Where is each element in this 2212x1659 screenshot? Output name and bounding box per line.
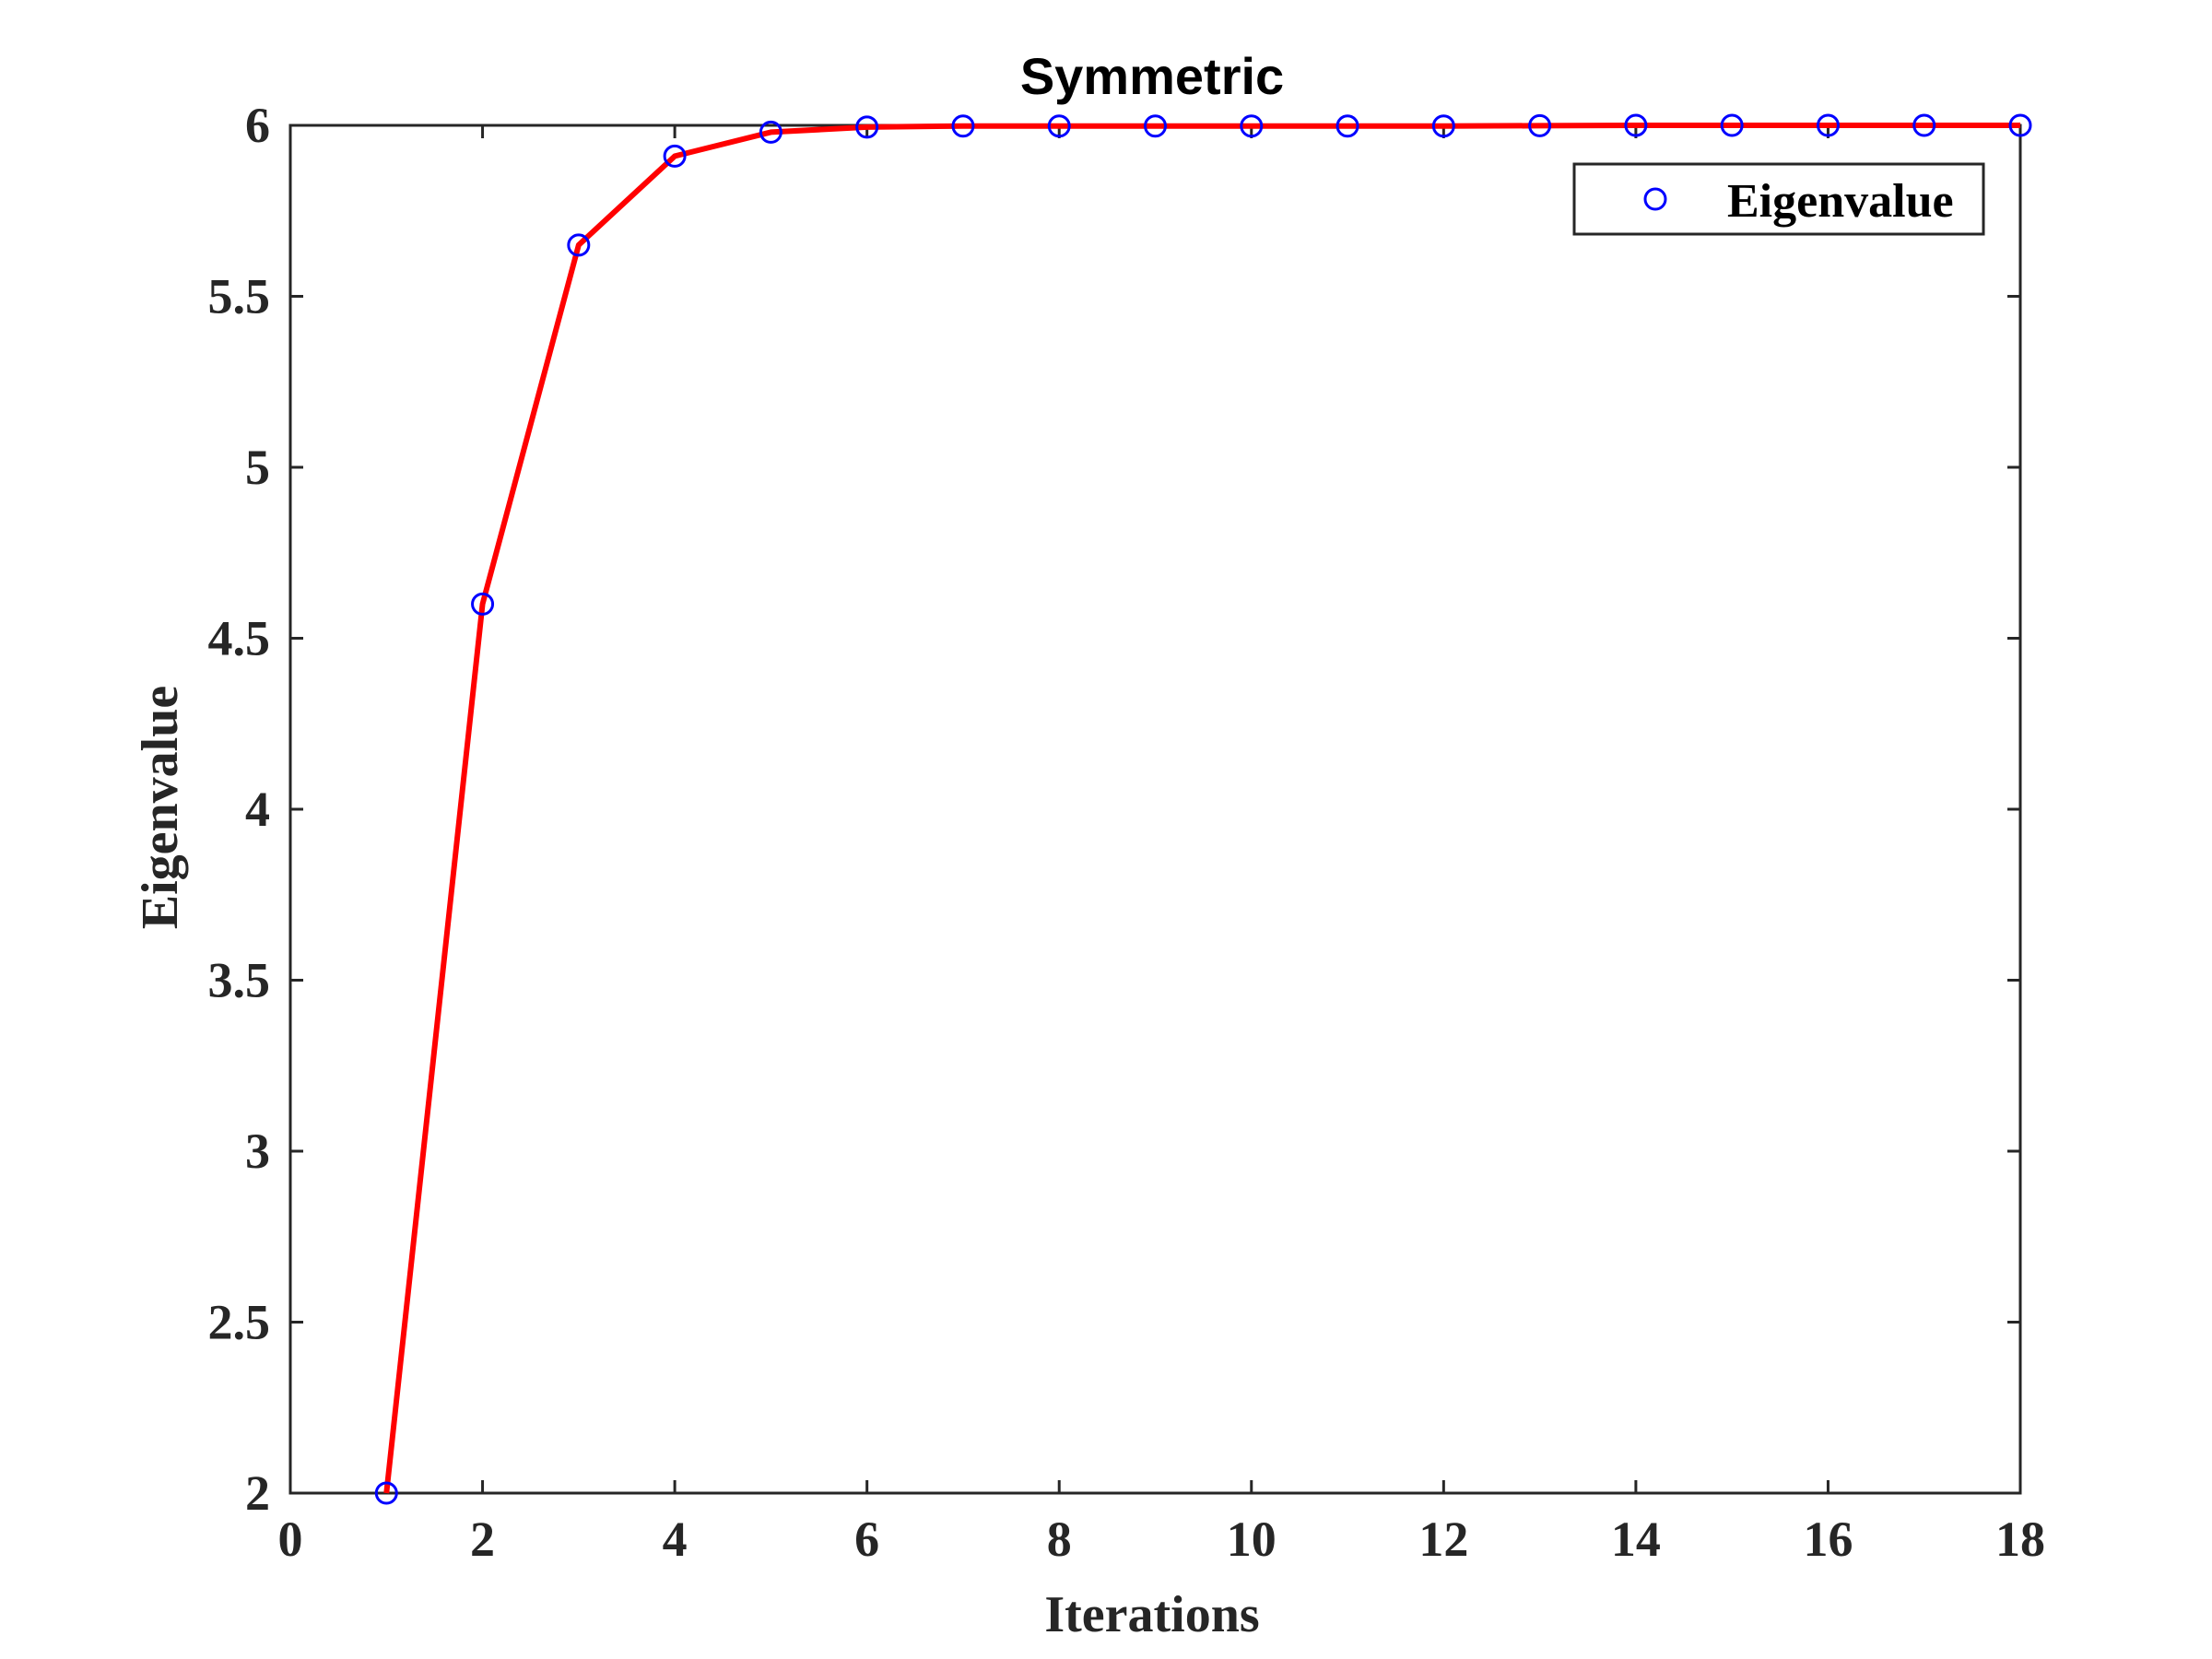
x-tick-label: 8 (1047, 1512, 1072, 1567)
y-tick-label: 4 (245, 782, 270, 837)
eigenvalue-point (951, 114, 975, 138)
eigenvalue-point (663, 144, 687, 168)
eigenvalue-point (1431, 114, 1455, 138)
x-tick-label: 2 (470, 1512, 495, 1567)
x-tick-label: 4 (663, 1512, 688, 1567)
legend-marker-circle-icon (1643, 187, 1667, 211)
eigenvalue-point (1335, 114, 1359, 138)
eigenvalue-point (1912, 113, 1936, 137)
eigenvalue-point (567, 233, 591, 257)
x-tick-label: 10 (1227, 1512, 1277, 1567)
x-tick-label: 14 (1611, 1512, 1661, 1567)
eigenvalue-point (1144, 114, 1167, 138)
eigenvalue-point (855, 115, 879, 139)
eigenvalue-point (1240, 114, 1264, 138)
y-tick-label: 3 (245, 1124, 270, 1179)
eigenvalue-point (1047, 114, 1071, 138)
y-tick-label: 2 (245, 1465, 270, 1521)
x-tick-label: 16 (1803, 1512, 1853, 1567)
y-tick-label: 2.5 (208, 1295, 271, 1350)
y-axis-label: Eigenvalue (132, 686, 189, 929)
y-tick-label: 5 (245, 440, 270, 495)
eigenvalue-point (1816, 113, 1840, 137)
eigenvalue-point (1720, 113, 1744, 137)
x-axis-label: Iterations (1044, 1586, 1259, 1643)
eigenvalue-point (1528, 113, 1552, 137)
y-tick-label: 5.5 (208, 269, 271, 324)
y-tick-label: 3.5 (208, 953, 271, 1008)
x-tick-label: 6 (854, 1512, 879, 1567)
x-tick-label: 12 (1418, 1512, 1468, 1567)
eigenvalue-series-line (383, 123, 2020, 1494)
y-tick-label: 4.5 (208, 611, 271, 666)
eigenvalue-point (471, 592, 495, 616)
y-tick-label: 6 (245, 98, 270, 153)
legend-box (1572, 162, 1985, 236)
eigenvalue-point (1624, 113, 1648, 137)
eigenvalue-point (759, 120, 782, 144)
x-tick-label: 0 (278, 1512, 303, 1567)
chart-title: Symmetric (1020, 47, 1284, 105)
eigenvalue-point (2008, 113, 2032, 137)
x-tick-label: 18 (1995, 1512, 2045, 1567)
legend-entry-label: Eigenvalue (1727, 175, 1954, 228)
legend: Eigenvalue (1572, 162, 1985, 236)
eigenvalue-point (374, 1481, 398, 1505)
